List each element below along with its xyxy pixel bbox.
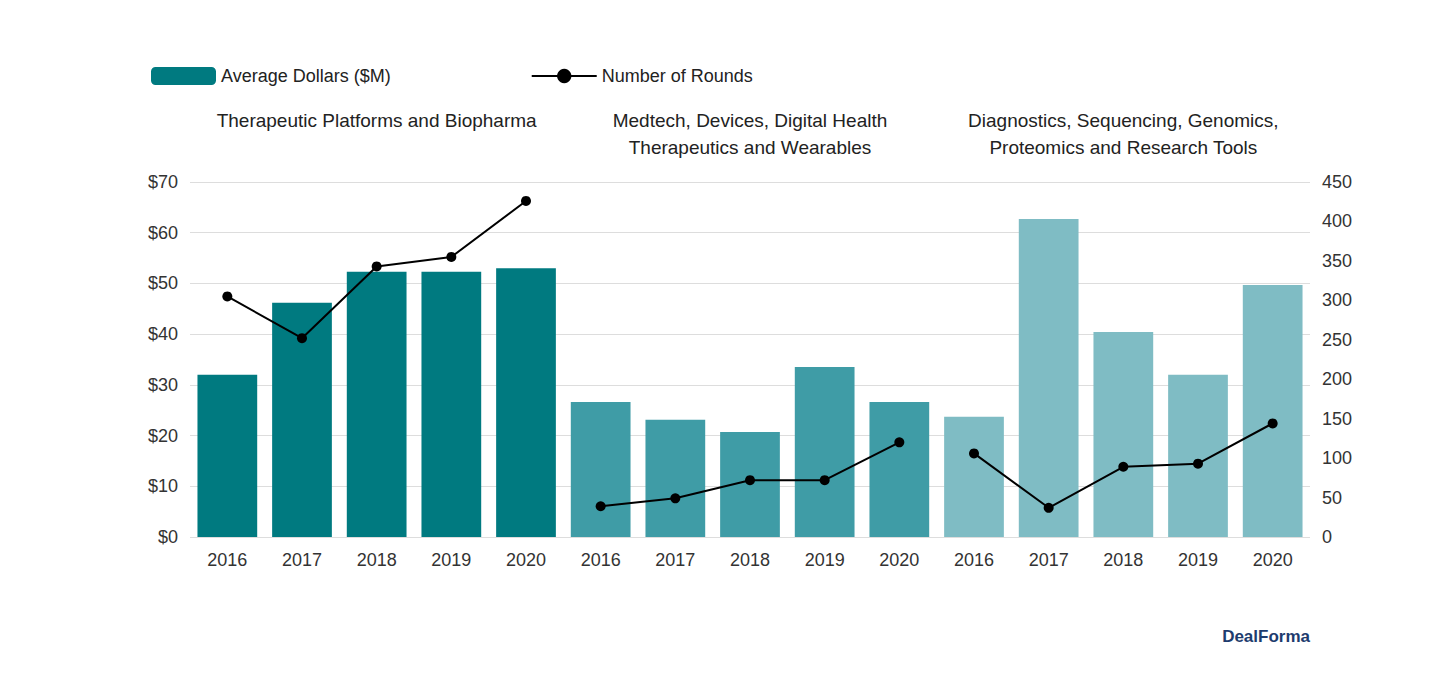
svg-text:2020: 2020 [1253, 550, 1293, 570]
svg-text:2017: 2017 [1029, 550, 1069, 570]
svg-text:250: 250 [1322, 330, 1352, 350]
svg-text:Therapeutic Platforms and Biop: Therapeutic Platforms and Biopharma [217, 110, 537, 131]
svg-text:50: 50 [1322, 488, 1342, 508]
svg-text:100: 100 [1322, 448, 1352, 468]
svg-text:300: 300 [1322, 290, 1352, 310]
svg-text:2019: 2019 [805, 550, 845, 570]
svg-text:Medtech, Devices, Digital Heal: Medtech, Devices, Digital Health [613, 110, 888, 131]
svg-text:350: 350 [1322, 251, 1352, 271]
svg-text:2020: 2020 [506, 550, 546, 570]
svg-text:$10: $10 [148, 476, 178, 496]
svg-text:0: 0 [1322, 527, 1332, 547]
svg-text:$60: $60 [148, 223, 178, 243]
svg-text:$70: $70 [148, 172, 178, 192]
svg-text:2017: 2017 [655, 550, 695, 570]
svg-text:Average Dollars ($M): Average Dollars ($M) [221, 66, 391, 86]
svg-text:200: 200 [1322, 369, 1352, 389]
svg-text:$0: $0 [158, 527, 178, 547]
svg-text:2018: 2018 [1103, 550, 1143, 570]
svg-text:$40: $40 [148, 324, 178, 344]
svg-text:2019: 2019 [1178, 550, 1218, 570]
svg-text:2016: 2016 [581, 550, 621, 570]
svg-text:2017: 2017 [282, 550, 322, 570]
svg-text:2018: 2018 [357, 550, 397, 570]
svg-text:$50: $50 [148, 273, 178, 293]
svg-text:450: 450 [1322, 172, 1352, 192]
svg-text:DealForma: DealForma [1222, 627, 1310, 646]
svg-text:150: 150 [1322, 409, 1352, 429]
svg-text:2016: 2016 [954, 550, 994, 570]
svg-text:Diagnostics, Sequencing, Genom: Diagnostics, Sequencing, Genomics, [968, 110, 1279, 131]
svg-text:Therapeutics and Wearables: Therapeutics and Wearables [629, 137, 872, 158]
svg-text:2018: 2018 [730, 550, 770, 570]
svg-text:Proteomics and Research Tools: Proteomics and Research Tools [989, 137, 1257, 158]
svg-text:2020: 2020 [879, 550, 919, 570]
svg-text:$20: $20 [148, 426, 178, 446]
svg-text:400: 400 [1322, 211, 1352, 231]
svg-text:2019: 2019 [431, 550, 471, 570]
svg-text:2016: 2016 [207, 550, 247, 570]
svg-text:$30: $30 [148, 375, 178, 395]
svg-text:Number of Rounds: Number of Rounds [602, 66, 753, 86]
